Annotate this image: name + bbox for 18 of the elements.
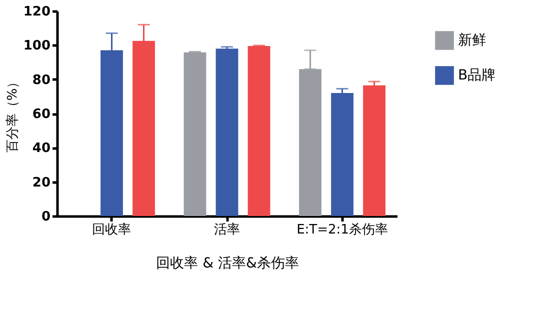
- bar: [363, 85, 386, 216]
- bar: [184, 52, 206, 216]
- y-tick-label: 120: [23, 4, 50, 20]
- legend-label: B品牌: [458, 68, 496, 84]
- y-tick-label: 40: [32, 141, 50, 156]
- y-tick-label: 20: [32, 175, 50, 190]
- legend-label: 新鲜: [458, 32, 486, 48]
- y-tick-label: 60: [32, 107, 50, 122]
- bar: [331, 93, 354, 216]
- x-axis-title: 回收率 & 活率&杀伤率: [156, 256, 299, 272]
- y-tick-label: 80: [32, 72, 50, 88]
- x-tick-label: 回收率: [92, 222, 132, 238]
- y-tick-label: 0: [41, 210, 50, 224]
- x-tick-label: 活率: [214, 222, 240, 238]
- y-axis-title: 百分率（%）: [4, 75, 20, 153]
- y-tick-label: 100: [23, 38, 50, 54]
- x-tick-label: E:T=2:1杀伤率: [296, 222, 388, 238]
- bar: [248, 46, 270, 216]
